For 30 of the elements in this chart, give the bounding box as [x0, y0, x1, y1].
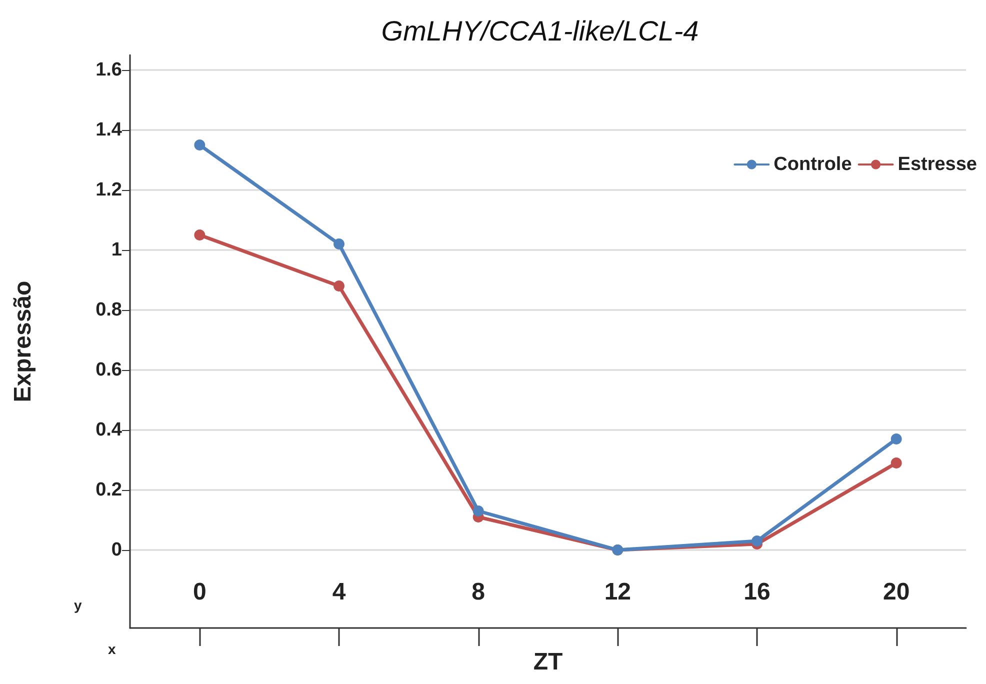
text: x: [108, 641, 116, 657]
x-tick-label: 8: [472, 578, 486, 606]
point: [334, 238, 344, 250]
point: [472, 506, 484, 516]
x-tick-label: 0: [192, 578, 206, 606]
y-tick-label: 1.4: [96, 120, 122, 140]
x-tick-label: 20: [882, 578, 910, 606]
point: [334, 280, 344, 292]
y-axis-title: Expressão: [10, 280, 36, 402]
point: [890, 434, 902, 444]
point: [890, 458, 902, 468]
y-tick-label: 1: [111, 240, 122, 260]
legend-label: Controle: [774, 154, 852, 175]
y-tick-label: 0.2: [96, 480, 122, 500]
point: [752, 536, 762, 546]
chart-title: GmLHY/CCA1-like/LCL-4: [381, 16, 699, 46]
x-tick-label: 16: [744, 578, 770, 606]
legend-label: Estresse: [898, 154, 978, 175]
point: [194, 140, 206, 150]
y-tick-label: 0.8: [96, 300, 122, 320]
text: y: [74, 597, 82, 613]
x-axis-title: ZT: [533, 648, 563, 676]
y-tick-label: 0.6: [96, 360, 122, 380]
y-tick-label: 1.2: [96, 180, 122, 200]
y-tick-label: 1.6: [96, 60, 122, 80]
y-tick-label: 0: [111, 540, 122, 560]
x-tick-label: 12: [604, 578, 632, 606]
point: [194, 230, 206, 240]
y-tick-label: 0.4: [96, 420, 122, 440]
x-tick-label: 4: [332, 578, 346, 606]
